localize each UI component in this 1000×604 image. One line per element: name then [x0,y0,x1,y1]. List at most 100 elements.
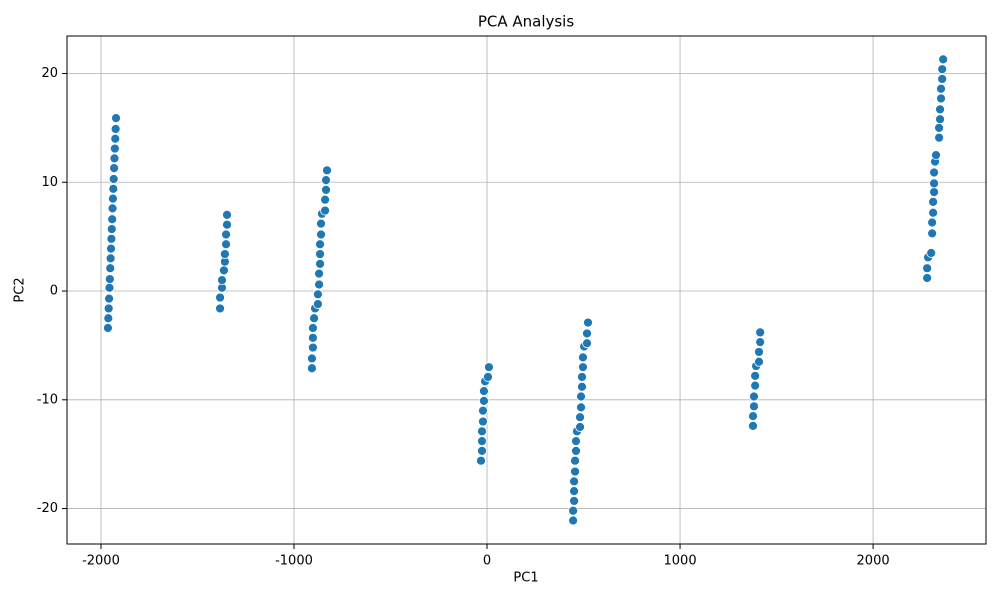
point [936,83,946,94]
point [103,313,114,324]
point [578,362,588,373]
point [748,411,758,422]
point [483,372,493,382]
point [934,122,944,133]
point [314,279,324,290]
y-tick-label: -20 [37,501,58,516]
point [750,370,761,381]
point [308,342,318,353]
point [110,133,121,144]
point [322,165,332,176]
point [578,352,588,363]
point [755,327,766,338]
point [109,143,120,154]
point [308,332,318,343]
point [576,391,586,402]
point [315,258,325,269]
point [568,505,579,516]
point [217,275,227,286]
x-tick-label: -1000 [275,554,313,569]
point [571,446,581,456]
y-axis-label: PC2 [13,277,28,302]
y-tick-label: -10 [37,392,58,407]
point [219,265,229,276]
point [109,163,119,174]
point [104,293,114,304]
point [316,229,326,240]
x-tick-label: 1000 [664,554,697,569]
point [927,228,938,239]
point [568,515,579,526]
point [479,395,489,406]
point [106,233,117,244]
point [754,347,764,357]
point [309,313,319,324]
point [576,402,586,413]
point [314,268,324,279]
x-axis-label: PC1 [513,571,538,586]
point [315,239,325,250]
point [215,303,225,314]
point [104,282,115,293]
point [316,218,326,229]
point [929,178,939,189]
point [477,436,487,447]
point [582,328,592,339]
point [478,405,488,416]
point [478,416,488,427]
point [315,249,325,259]
point [935,104,945,115]
point [922,273,933,283]
point [108,183,119,194]
point [935,114,945,125]
point [926,248,937,258]
point [215,292,225,303]
point [320,194,330,205]
point [106,224,117,234]
chart-title: PCA Analysis [478,13,575,31]
point [749,391,759,402]
point [479,386,489,396]
point [476,455,486,466]
point [320,205,330,216]
point [754,356,764,367]
point [927,217,938,228]
point [750,380,761,391]
point [110,124,121,134]
x-tick-label: -2000 [82,554,120,569]
point [929,187,939,197]
point [484,362,494,373]
point [307,363,317,374]
point [570,455,580,466]
point [569,476,579,487]
point [936,93,946,104]
point [755,337,766,348]
point [108,193,118,204]
point [219,249,230,259]
point [571,436,581,447]
point [222,219,232,230]
point [748,420,758,431]
point [105,253,116,264]
point [313,289,323,300]
y-tick-label: 20 [41,66,58,81]
point [108,174,119,184]
point [477,446,487,456]
point [922,263,933,274]
point [103,323,113,333]
point [583,317,593,328]
point [103,303,114,314]
point [577,381,587,392]
point [107,214,118,225]
point [575,422,585,432]
point [928,207,939,218]
point [222,210,232,220]
point [308,323,318,333]
point [931,150,941,160]
point [107,203,118,214]
point [313,299,323,309]
x-tick-label: 0 [483,554,491,569]
point [570,466,580,477]
point [105,263,116,274]
